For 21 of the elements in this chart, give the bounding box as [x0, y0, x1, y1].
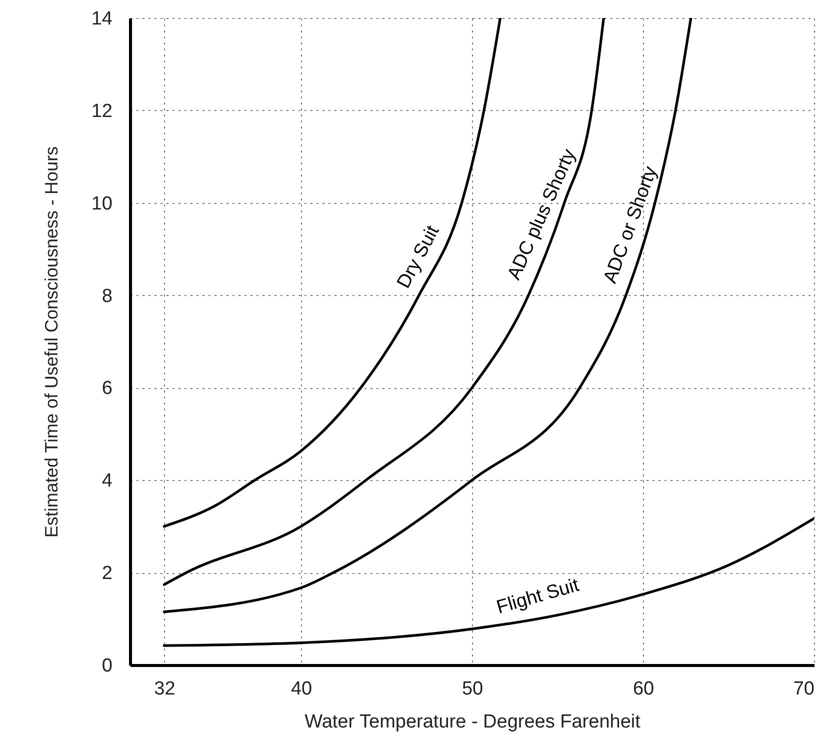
- line-series: [162, 18, 502, 528]
- y-tick-label: 14: [91, 8, 113, 30]
- y-tick-label: 0: [102, 656, 112, 676]
- line-series: [162, 18, 692, 614]
- x-axis-title: Water Temperature - Degrees Farenheit: [304, 712, 642, 732]
- x-tick-label: 50: [462, 678, 484, 700]
- x-tick-label: 32: [154, 678, 176, 700]
- y-tick-label: 12: [91, 100, 112, 122]
- text: Dry Suit: [393, 222, 444, 292]
- y-tick-label: 2: [102, 563, 112, 584]
- y-tick-label: 10: [91, 193, 112, 214]
- y-axis-title: Estimated Time of Useful Consciousness - Hours: [41, 146, 62, 538]
- y-tick-label: 4: [102, 470, 113, 492]
- x-tick-label: 60: [632, 678, 654, 700]
- line-series: [162, 517, 814, 647]
- y-tick-label: 6: [102, 378, 112, 400]
- y-tick-label: 8: [102, 286, 112, 307]
- text: ADC or Shorty: [600, 163, 662, 286]
- text: Flight Suit: [494, 574, 582, 618]
- x-tick-label: 40: [290, 678, 312, 700]
- x-tick-label: 70: [793, 678, 814, 700]
